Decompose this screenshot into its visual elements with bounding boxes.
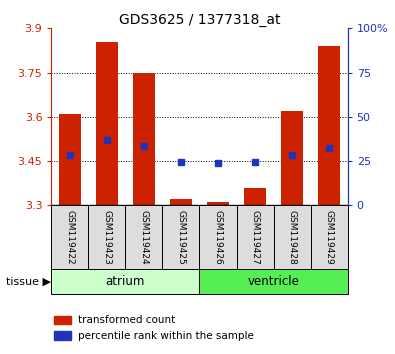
Text: GSM119428: GSM119428 — [288, 210, 297, 264]
Title: GDS3625 / 1377318_at: GDS3625 / 1377318_at — [119, 13, 280, 27]
Text: GSM119422: GSM119422 — [65, 210, 74, 264]
Bar — [55, 315, 71, 324]
Bar — [310, 205, 348, 269]
Bar — [59, 114, 81, 205]
Bar — [133, 73, 155, 205]
Text: tissue ▶: tissue ▶ — [6, 276, 51, 286]
Text: transformed count: transformed count — [78, 315, 175, 325]
Bar — [51, 269, 199, 294]
Text: atrium: atrium — [106, 275, 145, 288]
Text: GSM119424: GSM119424 — [139, 210, 149, 264]
Bar — [126, 205, 162, 269]
Text: ventricle: ventricle — [248, 275, 299, 288]
Bar — [199, 269, 348, 294]
Text: GSM119423: GSM119423 — [102, 210, 111, 264]
Bar — [199, 205, 237, 269]
Bar — [96, 41, 118, 205]
Bar — [318, 46, 340, 205]
Bar — [88, 205, 126, 269]
Bar — [207, 202, 229, 205]
Bar — [237, 205, 274, 269]
Bar — [51, 205, 88, 269]
Text: GSM119429: GSM119429 — [325, 210, 334, 264]
Text: GSM119426: GSM119426 — [213, 210, 222, 264]
Text: GSM119425: GSM119425 — [177, 210, 186, 264]
Bar — [244, 188, 266, 205]
Bar — [55, 331, 71, 340]
Text: GSM119427: GSM119427 — [250, 210, 260, 264]
Text: percentile rank within the sample: percentile rank within the sample — [78, 331, 254, 341]
Bar — [170, 199, 192, 205]
Bar — [274, 205, 310, 269]
Bar — [162, 205, 199, 269]
Bar — [281, 111, 303, 205]
